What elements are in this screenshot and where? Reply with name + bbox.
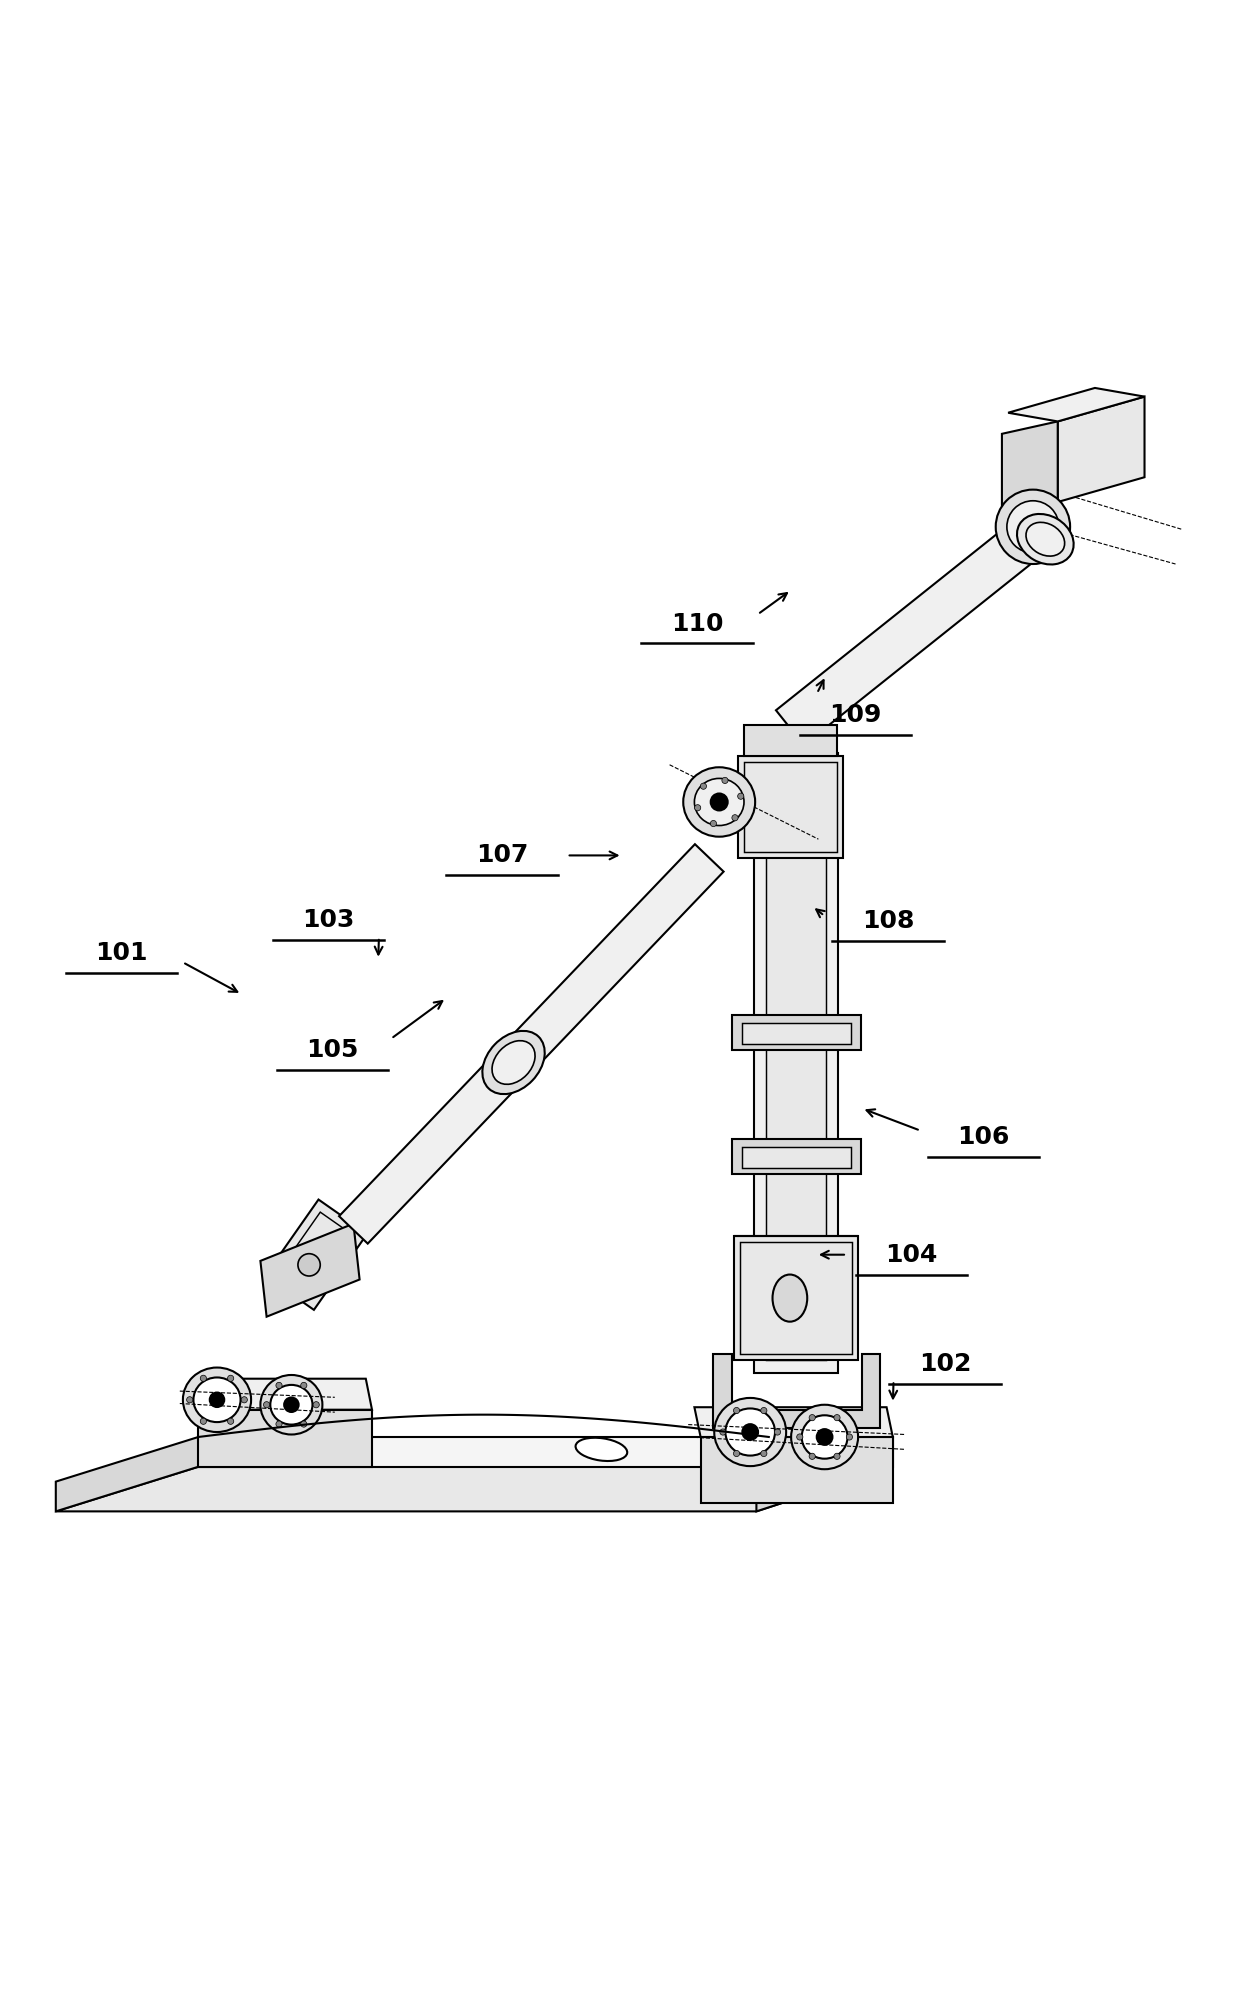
Ellipse shape (817, 1429, 833, 1445)
Ellipse shape (808, 1415, 816, 1421)
Text: 103: 103 (303, 908, 355, 932)
Ellipse shape (1025, 522, 1065, 556)
Ellipse shape (733, 1407, 739, 1413)
Polygon shape (756, 1437, 893, 1511)
Polygon shape (701, 1437, 893, 1503)
Ellipse shape (227, 1419, 233, 1425)
Bar (744, 724, 837, 756)
Polygon shape (694, 1407, 893, 1437)
Ellipse shape (733, 1451, 739, 1457)
Ellipse shape (711, 820, 717, 826)
Bar (744, 762, 837, 852)
Bar (738, 756, 843, 858)
Ellipse shape (227, 1375, 233, 1381)
Text: 106: 106 (957, 1125, 1009, 1149)
Ellipse shape (186, 1397, 193, 1403)
Ellipse shape (1024, 518, 1042, 536)
Polygon shape (1058, 396, 1145, 502)
Ellipse shape (774, 1429, 781, 1435)
Ellipse shape (701, 782, 707, 788)
Ellipse shape (847, 1435, 853, 1441)
Ellipse shape (492, 1041, 534, 1085)
Ellipse shape (996, 490, 1070, 564)
Polygon shape (732, 1139, 861, 1175)
Ellipse shape (773, 1275, 807, 1321)
Ellipse shape (193, 1377, 241, 1423)
Ellipse shape (802, 1415, 848, 1459)
Ellipse shape (275, 1421, 283, 1427)
Ellipse shape (833, 1453, 841, 1459)
Ellipse shape (797, 1435, 804, 1441)
Text: 102: 102 (919, 1353, 971, 1377)
Ellipse shape (694, 804, 701, 810)
Ellipse shape (683, 766, 755, 836)
Polygon shape (713, 1355, 880, 1429)
Ellipse shape (833, 1415, 841, 1421)
Ellipse shape (270, 1385, 312, 1425)
Polygon shape (198, 1409, 372, 1467)
Ellipse shape (275, 1383, 283, 1389)
Ellipse shape (312, 1401, 320, 1409)
Polygon shape (1008, 388, 1145, 422)
Ellipse shape (808, 1453, 816, 1459)
Text: 105: 105 (306, 1039, 358, 1063)
Ellipse shape (201, 1375, 206, 1381)
Ellipse shape (201, 1419, 206, 1425)
Polygon shape (776, 524, 1037, 744)
Text: 107: 107 (476, 842, 528, 866)
Ellipse shape (241, 1397, 247, 1403)
Polygon shape (56, 1437, 198, 1511)
Ellipse shape (694, 778, 744, 826)
Ellipse shape (300, 1383, 308, 1389)
Bar (740, 1243, 852, 1355)
Text: 109: 109 (830, 702, 882, 726)
Bar (734, 1237, 858, 1361)
Polygon shape (732, 1015, 861, 1051)
Ellipse shape (260, 1375, 322, 1435)
Ellipse shape (298, 1255, 320, 1277)
Bar (754, 752, 838, 1373)
Polygon shape (265, 1199, 367, 1311)
Ellipse shape (184, 1367, 250, 1433)
Polygon shape (742, 1147, 851, 1169)
Polygon shape (260, 1225, 360, 1317)
Ellipse shape (742, 1425, 758, 1441)
Polygon shape (198, 1437, 893, 1467)
Ellipse shape (711, 792, 728, 810)
Polygon shape (1002, 422, 1058, 514)
Text: 101: 101 (95, 940, 148, 964)
Ellipse shape (722, 776, 728, 784)
Ellipse shape (719, 1429, 727, 1435)
Ellipse shape (732, 814, 738, 820)
Ellipse shape (482, 1031, 544, 1095)
Ellipse shape (791, 1405, 858, 1469)
Ellipse shape (284, 1397, 299, 1413)
Polygon shape (742, 1023, 851, 1045)
Ellipse shape (575, 1439, 627, 1461)
Polygon shape (339, 844, 724, 1243)
Ellipse shape (761, 1407, 766, 1413)
Bar (766, 764, 826, 1361)
Polygon shape (192, 1379, 372, 1409)
Ellipse shape (1017, 514, 1074, 564)
Text: 108: 108 (862, 908, 914, 932)
Ellipse shape (761, 1451, 766, 1457)
Ellipse shape (725, 1409, 775, 1455)
Text: 104: 104 (885, 1243, 937, 1267)
Ellipse shape (210, 1393, 224, 1407)
Ellipse shape (738, 792, 744, 798)
Text: 110: 110 (671, 612, 723, 636)
Ellipse shape (1007, 500, 1059, 552)
Ellipse shape (300, 1421, 308, 1427)
Ellipse shape (714, 1399, 786, 1467)
Polygon shape (56, 1467, 893, 1511)
Ellipse shape (263, 1401, 270, 1409)
